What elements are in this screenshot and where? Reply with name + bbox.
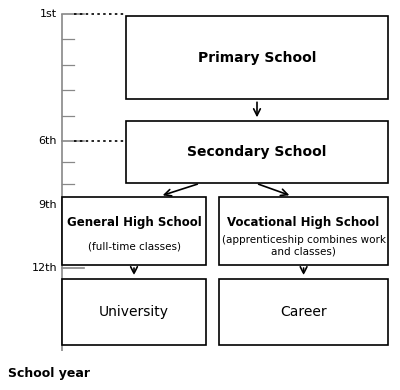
Text: 9th: 9th <box>38 200 57 210</box>
Text: 1st: 1st <box>40 9 57 19</box>
Text: 6th: 6th <box>39 136 57 146</box>
Text: Career: Career <box>280 305 327 319</box>
Text: Primary School: Primary School <box>198 51 316 64</box>
Text: Secondary School: Secondary School <box>187 145 327 159</box>
Text: 12th: 12th <box>32 263 57 273</box>
Bar <box>219 197 388 265</box>
Text: Vocational High School: Vocational High School <box>228 216 380 229</box>
Bar <box>219 279 388 345</box>
Text: General High School: General High School <box>67 216 201 229</box>
Bar <box>126 16 388 99</box>
Text: (full-time classes): (full-time classes) <box>88 241 180 251</box>
Bar <box>62 279 206 345</box>
Bar <box>62 197 206 265</box>
Text: University: University <box>99 305 169 319</box>
Text: (apprenticeship combines work
and classes): (apprenticeship combines work and classe… <box>222 235 386 257</box>
Bar <box>126 121 388 183</box>
Text: School year: School year <box>8 367 90 380</box>
